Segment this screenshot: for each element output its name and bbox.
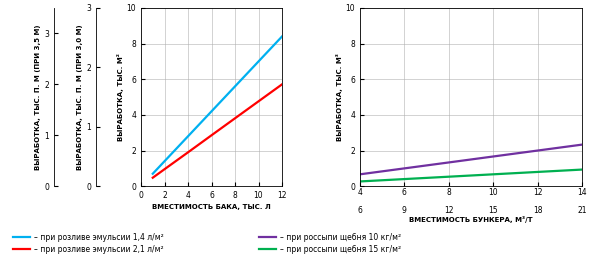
Text: 15: 15 [488,206,498,215]
X-axis label: ВМЕСТИМОСТЬ БУНКЕРА, М³/Т: ВМЕСТИМОСТЬ БУНКЕРА, М³/Т [409,216,533,223]
Y-axis label: ВЫРАБОТКА, ТЫС. П. М (ПРИ 3,0 М): ВЫРАБОТКА, ТЫС. П. М (ПРИ 3,0 М) [77,24,83,170]
Legend: – при розливе эмульсии 1,4 л/м², – при розливе эмульсии 2,1 л/м²: – при розливе эмульсии 1,4 л/м², – при р… [10,230,166,257]
Y-axis label: ВЫРАБОТКА, ТЫС. П. М (ПРИ 3,5 М): ВЫРАБОТКА, ТЫС. П. М (ПРИ 3,5 М) [35,24,41,170]
Legend: – при россыпи щебня 10 кг/м², – при россыпи щебня 15 кг/м²: – при россыпи щебня 10 кг/м², – при росс… [256,230,404,257]
Text: 12: 12 [444,206,454,215]
Text: 21: 21 [577,206,587,215]
Text: 9: 9 [402,206,407,215]
Y-axis label: ВЫРАБОТКА, ТЫС. М²: ВЫРАБОТКА, ТЫС. М² [117,53,124,141]
Text: 18: 18 [533,206,542,215]
X-axis label: ВМЕСТИМОСТЬ БАКА, ТЫС. Л: ВМЕСТИМОСТЬ БАКА, ТЫС. Л [152,204,271,210]
Text: 6: 6 [358,206,362,215]
Y-axis label: ВЫРАБОТКА, ТЫС. М³: ВЫРАБОТКА, ТЫС. М³ [336,53,343,141]
